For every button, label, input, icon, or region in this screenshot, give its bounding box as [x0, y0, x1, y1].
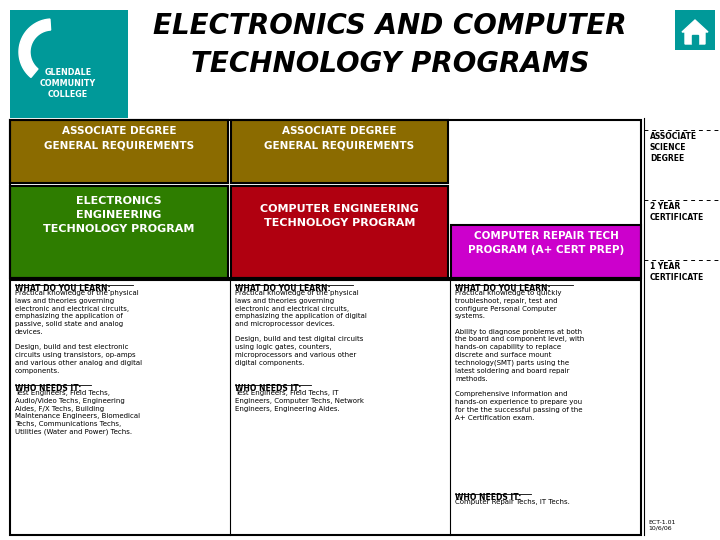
- Text: Computer Repair Techs, IT Techs.: Computer Repair Techs, IT Techs.: [455, 499, 570, 505]
- Text: WHO NEEDS IT:: WHO NEEDS IT:: [455, 493, 521, 502]
- Bar: [10, 186, 228, 278]
- Bar: [231, 186, 448, 278]
- Text: 2 YEAR
CERTIFICATE: 2 YEAR CERTIFICATE: [650, 202, 704, 222]
- Text: ECT-1.01
10/6/06: ECT-1.01 10/6/06: [648, 520, 675, 531]
- Text: WHO NEEDS IT:: WHO NEEDS IT:: [235, 384, 302, 393]
- Text: ELECTRONICS AND COMPUTER: ELECTRONICS AND COMPUTER: [153, 12, 627, 40]
- Bar: [10, 120, 641, 278]
- Text: Practical knowledge to quickly
troubleshoot, repair, test and
configure Personal: Practical knowledge to quickly troublesh…: [455, 290, 584, 421]
- Text: Practical knowledge of the physical
laws and theories governing
electronic and e: Practical knowledge of the physical laws…: [235, 290, 367, 366]
- Text: WHO NEEDS IT:: WHO NEEDS IT:: [15, 384, 81, 393]
- Bar: [10, 120, 228, 183]
- Text: 1 YEAR
CERTIFICATE: 1 YEAR CERTIFICATE: [650, 262, 704, 282]
- Bar: [231, 120, 448, 183]
- Text: Practical knowledge of the physical
laws and theories governing
electronic and e: Practical knowledge of the physical laws…: [15, 290, 142, 374]
- Text: COMPUTER ENGINEERING
TECHNOLOGY PROGRAM: COMPUTER ENGINEERING TECHNOLOGY PROGRAM: [260, 204, 419, 228]
- Text: COMPUTER REPAIR TECH
PROGRAM (A+ CERT PREP): COMPUTER REPAIR TECH PROGRAM (A+ CERT PR…: [468, 231, 624, 255]
- Text: TECHNOLOGY PROGRAMS: TECHNOLOGY PROGRAMS: [191, 50, 589, 78]
- Text: WHAT DO YOU LEARN:: WHAT DO YOU LEARN:: [15, 284, 111, 293]
- Polygon shape: [19, 19, 50, 77]
- Text: WHAT DO YOU LEARN:: WHAT DO YOU LEARN:: [455, 284, 551, 293]
- Text: ASSOCIATE
SCIENCE
DEGREE: ASSOCIATE SCIENCE DEGREE: [650, 132, 697, 163]
- Bar: [10, 10, 128, 118]
- Polygon shape: [692, 35, 698, 44]
- Text: GLENDALE
COMMUNITY
COLLEGE: GLENDALE COMMUNITY COLLEGE: [40, 68, 96, 99]
- Text: WHAT DO YOU LEARN:: WHAT DO YOU LEARN:: [235, 284, 330, 293]
- Text: ASSOCIATE DEGREE
GENERAL REQUIREMENTS: ASSOCIATE DEGREE GENERAL REQUIREMENTS: [44, 126, 194, 150]
- Text: ELECTRONICS
ENGINEERING
TECHNOLOGY PROGRAM: ELECTRONICS ENGINEERING TECHNOLOGY PROGR…: [43, 196, 194, 234]
- Text: ASSOCIATE DEGREE
GENERAL REQUIREMENTS: ASSOCIATE DEGREE GENERAL REQUIREMENTS: [264, 126, 415, 150]
- Bar: [675, 10, 715, 50]
- Bar: [451, 225, 641, 278]
- Polygon shape: [682, 20, 708, 44]
- Bar: [10, 280, 641, 535]
- Text: Test Engineers, Field Techs, IT
Engineers, Computer Techs, Network
Engineers, En: Test Engineers, Field Techs, IT Engineer…: [235, 390, 364, 411]
- Text: Test Engineers, Field Techs,
Audio/Video Techs, Engineering
Aides, F/X Techs, Bu: Test Engineers, Field Techs, Audio/Video…: [15, 390, 140, 435]
